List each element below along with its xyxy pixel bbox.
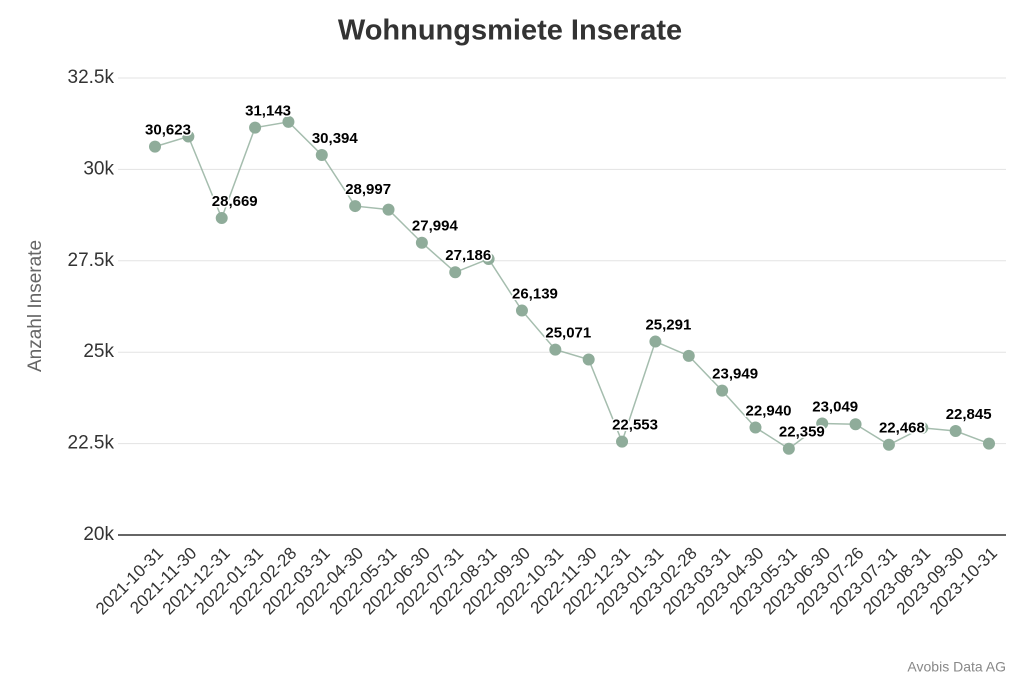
y-tick-label: 20k [83,524,114,545]
series-line [154,121,990,450]
data-label: 27,994 [412,218,459,235]
y-tick-label: 27.5k [68,250,115,271]
y-tick-label: 25k [83,341,114,362]
data-label: 22,553 [612,417,658,434]
data-point [582,353,595,366]
data-point [315,148,328,161]
data-label: 30,623 [145,122,191,139]
y-tick-label: 30k [83,158,114,179]
data-point [515,304,528,317]
source: Avobis Data AG [907,659,1006,675]
data-point [749,421,762,434]
data-point [549,343,562,356]
data-point [182,130,195,143]
data-point [215,212,228,225]
data-point [482,252,495,265]
y-tick-label: 22.5k [68,433,115,454]
data-point [649,335,662,348]
data-point [816,417,829,430]
data-point [983,437,995,450]
data-point [249,121,262,134]
data-point [382,203,395,216]
data-point [349,200,362,213]
data-label: 28,997 [345,181,391,198]
data-label: 30,394 [312,130,359,147]
data-point [616,435,629,448]
data-label: 22,359 [779,424,825,441]
data-label: 22,940 [746,402,792,419]
data-label: 23,949 [712,366,758,383]
data-label: 23,049 [812,398,858,415]
data-label: 27,186 [445,247,491,264]
data-label: 31,143 [245,103,291,120]
data-point [882,438,895,451]
data-label: 26,139 [512,286,558,303]
data-point [415,236,428,249]
data-label: 25,071 [545,325,591,342]
y-tick-label: 32.5k [68,67,115,88]
data-label: 22,845 [946,406,992,423]
data-point [449,266,462,279]
data-point [916,421,929,434]
data-point [949,424,962,437]
data-point [716,384,729,397]
data-point [282,115,295,128]
chart-title: Wohnungsmiete Inserate [338,15,682,47]
y-axis-label: Anzahl Inserate [25,240,46,372]
data-label: 28,669 [212,193,258,210]
data-point [782,442,795,455]
data-point [849,418,862,431]
data-label: 25,291 [645,317,691,334]
data-label: 22,468 [879,420,925,437]
data-point [682,349,695,362]
data-point [149,140,161,153]
